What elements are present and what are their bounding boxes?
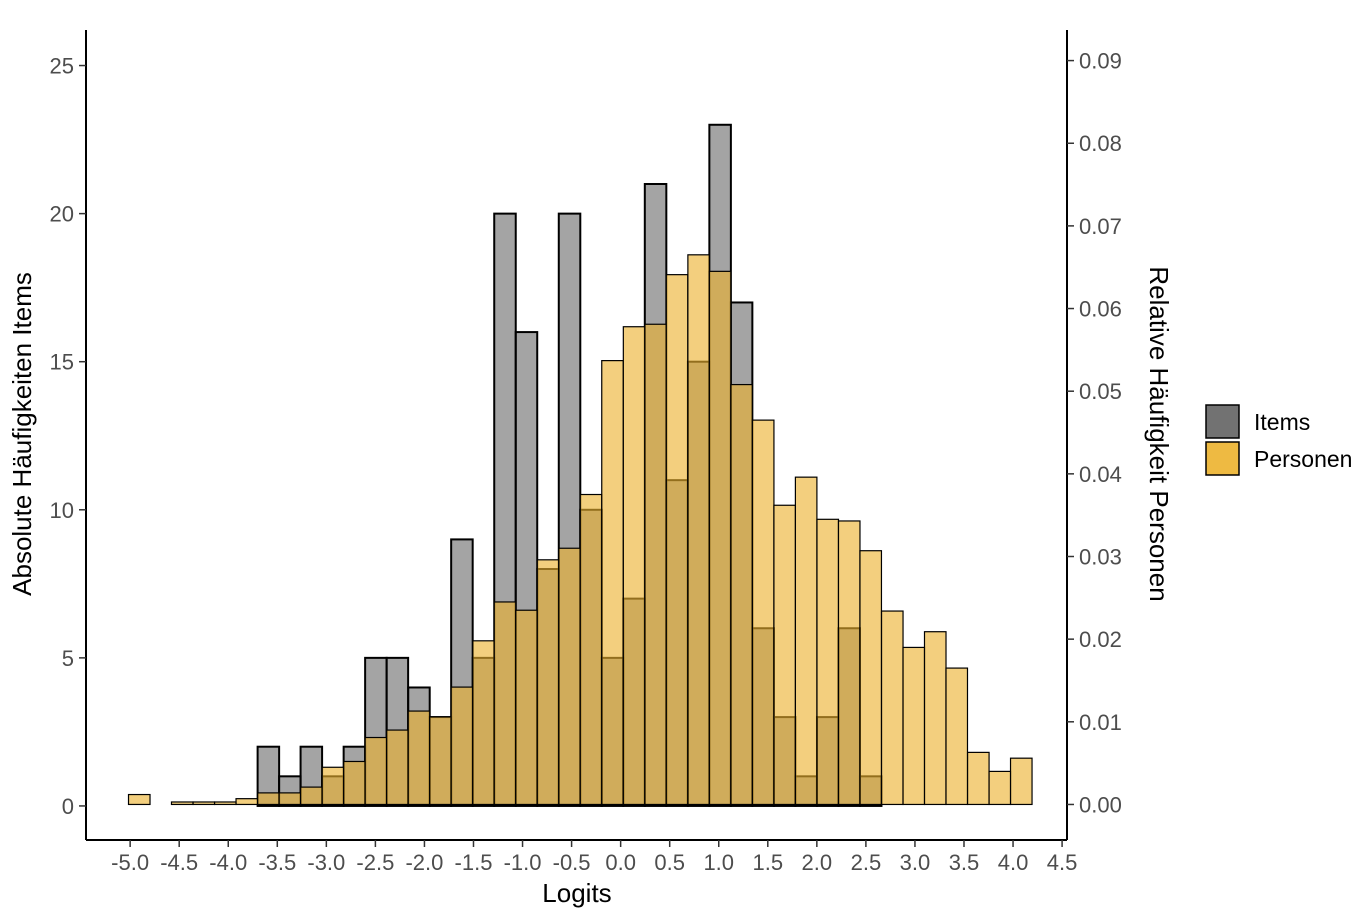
personen-bar (493, 601, 517, 806)
x-tick-label: 1.0 (703, 850, 734, 875)
personen-bar (192, 801, 216, 806)
personen-bar (278, 792, 302, 806)
personen-bar (343, 760, 366, 806)
personen-bar (945, 667, 969, 806)
personen-bar (988, 770, 1012, 806)
personen-bar (235, 798, 259, 806)
right-y-tick-label: 0.05 (1079, 379, 1122, 404)
left-y-tick-label: 15 (50, 350, 74, 375)
right-y-tick-label: 0.01 (1079, 710, 1122, 735)
axes (85, 30, 1068, 841)
personen-bar (213, 801, 237, 806)
personen-bar (837, 520, 861, 806)
x-tick-label: 0.0 (605, 850, 636, 875)
personen-bar (170, 801, 194, 806)
right-y-axis-title: Relative Häufigkeit Personen (1144, 266, 1174, 601)
right-y-tick-label: 0.04 (1079, 462, 1122, 487)
personen-bar (773, 504, 797, 806)
x-tick-label: -1.0 (504, 850, 542, 875)
personen-bar (407, 710, 431, 806)
left-y-tick-label: 0 (62, 794, 74, 819)
x-tick-label: 2.0 (802, 850, 833, 875)
personen-bar (1009, 757, 1033, 806)
personen-bar (257, 792, 280, 806)
personen-bar (859, 550, 883, 806)
personen-bar (450, 686, 474, 806)
x-tick-label: -2.0 (405, 850, 443, 875)
x-tick-label: -2.5 (356, 850, 394, 875)
x-tick-label: -3.0 (307, 850, 345, 875)
personen-bar (579, 493, 603, 806)
personen-bar (299, 786, 323, 806)
x-tick-label: -4.5 (160, 850, 198, 875)
right-y-tick-label: 0.09 (1079, 49, 1122, 74)
personen-bar (622, 326, 646, 806)
personen-bar (364, 736, 388, 806)
right-y-tick-label: 0.03 (1079, 545, 1122, 570)
x-tick-label: -5.0 (111, 850, 149, 875)
x-tick-label: 1.5 (752, 850, 783, 875)
right-y-tick-label: 0.02 (1079, 627, 1122, 652)
x-tick-label: -3.5 (258, 850, 296, 875)
legend-key-personen (1205, 441, 1240, 476)
legend-key-items (1205, 404, 1240, 439)
personen-bar (923, 631, 947, 806)
personen-bar (558, 547, 581, 806)
personen-bar (644, 323, 667, 806)
personen-bar (687, 254, 710, 806)
personen-bar (665, 274, 689, 806)
personen-bar (386, 729, 409, 806)
x-tick-label: -0.5 (553, 850, 591, 875)
personen-bar (816, 518, 840, 806)
right-y-axis-ticks: 0.00 0.01 0.02 0.03 0.04 0.05 0.06 0.07 0.08 0.09 (1067, 49, 1122, 817)
legend-label-personen: Personen (1254, 446, 1352, 472)
x-tick-label: 4.0 (998, 850, 1029, 875)
personen-bar (730, 383, 753, 806)
x-tick-label: -4.0 (209, 850, 247, 875)
x-tick-label: 3.0 (900, 850, 931, 875)
legend: Items Personen (1205, 404, 1352, 476)
x-tick-label: -1.5 (455, 850, 493, 875)
personen-bar (751, 419, 775, 806)
personen-bar (321, 766, 345, 806)
personen-bar (601, 360, 624, 806)
right-y-tick-label: 0.06 (1079, 297, 1122, 322)
left-y-axis-ticks: 0 5 10 15 20 25 (50, 54, 86, 819)
personen-bar (127, 793, 151, 806)
personen-bar (794, 476, 818, 806)
right-y-tick-label: 0.07 (1079, 214, 1122, 239)
x-tick-label: 3.5 (949, 850, 980, 875)
x-tick-label: 4.5 (1047, 850, 1078, 875)
personen-bar (880, 610, 904, 806)
left-y-axis-title: Absolute Häufigkeiten Items (7, 272, 37, 596)
left-y-tick-label: 10 (50, 498, 74, 523)
personen-bars (127, 254, 1033, 806)
personen-bar (472, 640, 495, 806)
right-y-tick-label: 0.00 (1079, 792, 1122, 817)
left-y-tick-label: 5 (62, 646, 74, 671)
personen-bar (515, 609, 538, 806)
left-y-tick-label: 25 (50, 54, 74, 79)
personen-bar (966, 751, 990, 806)
x-axis-ticks: -5.0 -4.5 -4.0 -3.5 -3.0 -2.5 -2.0 -1.5 -1.0 -0.5… (111, 840, 1077, 875)
x-tick-label: 2.5 (851, 850, 882, 875)
left-y-tick-label: 20 (50, 202, 74, 227)
legend-label-items: Items (1254, 409, 1310, 435)
personen-bar (902, 646, 926, 806)
personen-bar (708, 270, 732, 806)
x-tick-label: 0.5 (654, 850, 685, 875)
personen-bar (429, 716, 452, 806)
personen-bar (536, 559, 560, 806)
x-axis-title: Logits (542, 878, 611, 908)
right-y-tick-label: 0.08 (1079, 131, 1122, 156)
